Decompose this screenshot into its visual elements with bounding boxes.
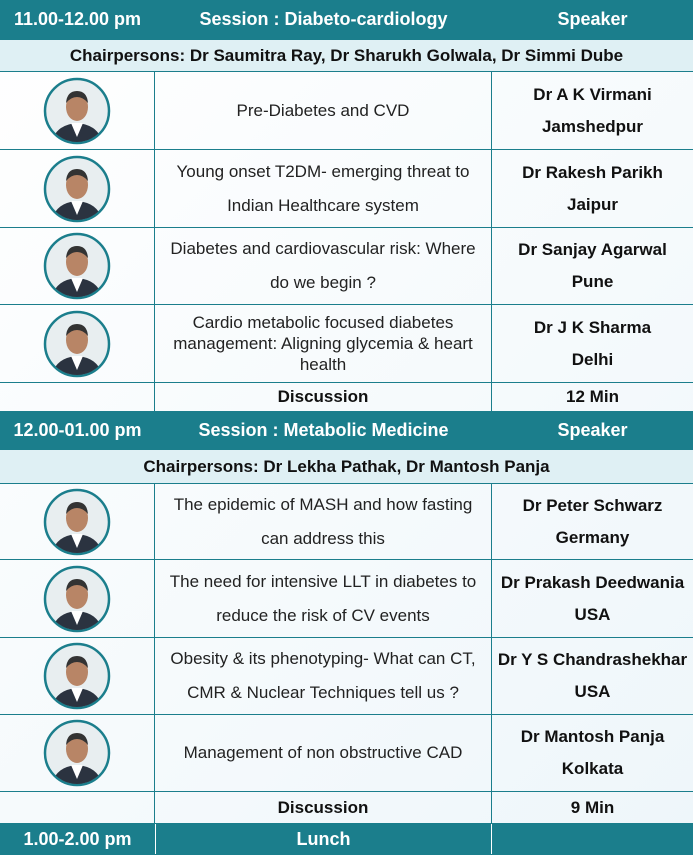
topic: Pre-Diabetes and CVD — [155, 72, 492, 149]
topic: Obesity & its phenotyping- What can CT, … — [155, 638, 492, 714]
speaker-place: USA — [574, 682, 611, 701]
speaker-name: Dr Mantosh Panja — [520, 727, 665, 746]
speaker-cell: Dr A K Virmani Jamshedpur — [492, 72, 693, 149]
speaker-cell: Dr Sanjay Agarwal Pune — [492, 228, 693, 304]
speaker-photo — [43, 488, 111, 555]
session-header: 12.00-01.00 pm Session : Metabolic Medici… — [0, 412, 693, 450]
speaker-name: Dr Y S Chandrashekhar — [497, 650, 688, 669]
topic: Management of non obstructive CAD — [155, 715, 492, 791]
talk-row: Cardio metabolic focused diabetes manage… — [0, 305, 693, 383]
speaker-name: Dr Sanjay Agarwal — [518, 240, 667, 259]
photo-cell — [0, 305, 155, 382]
speaker-photo — [43, 642, 111, 710]
speaker-name: Dr Rakesh Parikh — [522, 162, 663, 182]
speaker-photo — [43, 77, 111, 144]
discussion-row: Discussion 9 Min — [0, 792, 693, 824]
discussion-duration: 12 Min — [566, 387, 619, 406]
session-title: Session : Metabolic Medicine — [198, 420, 449, 440]
discussion-label: Discussion — [155, 383, 492, 411]
photo-cell — [0, 560, 155, 637]
topic: Cardio metabolic focused diabetes manage… — [155, 305, 492, 382]
speaker-place: Germany — [555, 527, 630, 547]
discussion-label: Discussion — [155, 792, 492, 823]
lunch-time: 1.00-2.00 pm — [23, 828, 132, 849]
speaker-cell: Dr Y S Chandrashekhar USA — [492, 638, 693, 714]
speaker-name: Dr J K Sharma — [533, 317, 652, 337]
session-title: Session : Diabeto-cardiology — [199, 9, 448, 29]
discussion-duration: 9 Min — [570, 797, 615, 817]
speaker-place: Kolkata — [561, 759, 624, 778]
speaker-photo — [43, 155, 111, 222]
speaker-cell: Dr Rakesh Parikh Jaipur — [492, 150, 693, 227]
speaker-name: Dr Peter Schwarz — [522, 495, 663, 515]
speaker-place: Jaipur — [566, 194, 619, 214]
talk-row: Diabetes and cardiovascular risk: Where … — [0, 228, 693, 305]
talk-row: Obesity & its phenotyping- What can CT, … — [0, 638, 693, 715]
session-header: 11.00-12.00 pm Session : Diabeto-cardiolo… — [0, 0, 693, 40]
talk-row: The need for intensive LLT in diabetes t… — [0, 560, 693, 638]
talk-row: The epidemic of MASH and how fasting can… — [0, 484, 693, 560]
lunch-label: Lunch — [155, 824, 492, 854]
talk-row: Management of non obstructive CAD Dr Mant… — [0, 715, 693, 792]
session-time: 11.00-12.00 pm — [13, 9, 142, 29]
speaker-photo — [43, 719, 111, 787]
chairpersons-row: Chairpersons: Dr Saumitra Ray, Dr Sharuk… — [0, 40, 693, 72]
discussion-row: Discussion 12 Min — [0, 383, 693, 412]
speaker-place: Jamshedpur — [541, 116, 644, 136]
speaker-cell: Dr J K Sharma Delhi — [492, 305, 693, 382]
speaker-name: Dr Prakash Deedwania — [500, 572, 685, 592]
topic: The need for intensive LLT in diabetes t… — [155, 560, 492, 637]
photo-cell — [0, 715, 155, 791]
chairpersons: Chairpersons: Dr Lekha Pathak, Dr Mantos… — [143, 456, 550, 476]
photo-cell — [0, 228, 155, 304]
topic: Young onset T2DM- emerging threat to Ind… — [155, 150, 492, 227]
photo-cell — [0, 484, 155, 559]
speaker-cell: Dr Mantosh Panja Kolkata — [492, 715, 693, 791]
blank — [0, 383, 155, 411]
speaker-photo — [43, 232, 111, 300]
photo-cell — [0, 72, 155, 149]
speaker-photo — [43, 565, 111, 632]
photo-cell — [0, 150, 155, 227]
topic: Diabetes and cardiovascular risk: Where … — [155, 228, 492, 304]
talk-row: Young onset T2DM- emerging threat to Ind… — [0, 150, 693, 228]
session-time: 12.00-01.00 pm — [13, 420, 142, 440]
speaker-label: Speaker — [557, 9, 628, 29]
lunch-row: 1.00-2.00 pm Lunch — [0, 824, 693, 855]
speaker-name: Dr A K Virmani — [533, 84, 652, 104]
speaker-photo — [43, 310, 111, 377]
speaker-place: Delhi — [571, 349, 614, 369]
talk-row: Pre-Diabetes and CVD Dr A K Virmani Jamshe… — [0, 72, 693, 150]
topic: The epidemic of MASH and how fasting can… — [155, 484, 492, 559]
speaker-place: Pune — [571, 272, 614, 291]
speaker-cell: Dr Prakash Deedwania USA — [492, 560, 693, 637]
photo-cell — [0, 638, 155, 714]
speaker-place: USA — [574, 604, 611, 624]
chairpersons-row: Chairpersons: Dr Lekha Pathak, Dr Mantos… — [0, 450, 693, 484]
blank — [0, 792, 155, 823]
speaker-cell: Dr Peter Schwarz Germany — [492, 484, 693, 559]
speaker-label: Speaker — [557, 420, 628, 440]
chairpersons: Chairpersons: Dr Saumitra Ray, Dr Sharuk… — [69, 45, 624, 65]
